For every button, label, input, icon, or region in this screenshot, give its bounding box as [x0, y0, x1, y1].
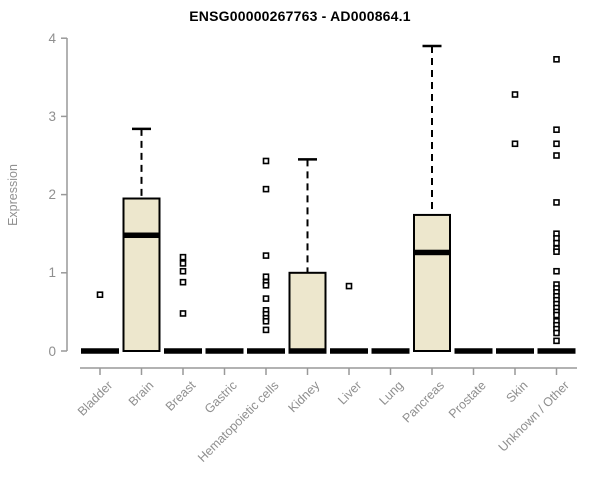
median-line-pancreas [413, 249, 451, 256]
outlier-point-breast [179, 267, 187, 275]
outlier-point-skin [511, 140, 519, 148]
y-tick-label: 1 [48, 265, 56, 281]
box-brain [122, 197, 161, 352]
median-line-hematopoietic-cells [247, 348, 285, 354]
outlier-point-unknown-other [553, 239, 560, 247]
outlier-point-unknown-other [553, 248, 560, 255]
median-line-unknown-other [537, 348, 576, 354]
outlier-point-breast [179, 260, 187, 267]
outlier-point-unknown-other [553, 329, 560, 337]
median-line-liver [330, 348, 368, 354]
median-line-gastric [205, 348, 244, 354]
outlier-point-breast [179, 310, 187, 317]
outlier-point-hematopoietic-cells [262, 282, 270, 289]
outlier-point-unknown-other [553, 56, 560, 63]
box-kidney [288, 271, 327, 352]
outlier-point-unknown-other [553, 126, 560, 133]
y-tick-label: 0 [48, 343, 56, 359]
median-line-kidney [288, 348, 327, 354]
chart-title: ENSG00000267763 - AD000864.1 [189, 8, 411, 24]
outlier-point-unknown-other [553, 337, 560, 345]
outlier-point-hematopoietic-cells [262, 252, 270, 259]
median-line-lung [371, 348, 410, 354]
y-tick-label: 4 [48, 30, 56, 46]
y-tick-label: 3 [48, 108, 56, 124]
outlier-point-unknown-other [553, 267, 560, 275]
outlier-point-hematopoietic-cells [262, 295, 270, 302]
median-line-skin [496, 348, 534, 354]
outlier-point-hematopoietic-cells [262, 157, 270, 165]
outlier-point-bladder [96, 291, 104, 298]
median-line-prostate [454, 348, 493, 354]
outlier-point-unknown-other [553, 140, 560, 148]
median-line-brain [122, 232, 161, 239]
y-tick-label: 2 [48, 187, 56, 203]
outlier-point-hematopoietic-cells [262, 185, 270, 193]
outlier-point-skin [511, 91, 519, 98]
outlier-point-breast [179, 253, 187, 261]
median-line-breast [164, 348, 202, 354]
outlier-point-breast [179, 278, 187, 286]
outlier-point-hematopoietic-cells [262, 317, 270, 325]
outlier-point-unknown-other [553, 311, 560, 319]
box-pancreas [413, 213, 451, 352]
outlier-point-hematopoietic-cells [262, 326, 270, 334]
outlier-point-unknown-other [553, 199, 560, 206]
outlier-point-unknown-other [553, 152, 560, 159]
outlier-point-liver [345, 282, 353, 290]
outlier-point-hematopoietic-cells [262, 273, 270, 281]
median-line-bladder [81, 348, 119, 354]
